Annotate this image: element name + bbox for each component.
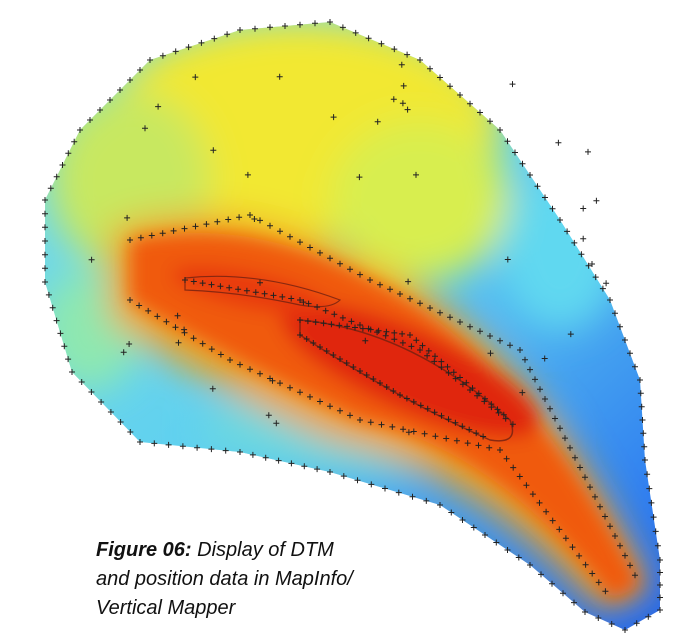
figure-label: Figure 06: <box>96 539 192 561</box>
caption: Figure 06: Display of DTM and position d… <box>96 539 355 619</box>
caption-text: Display of DTM <box>197 539 334 561</box>
caption-line: and position data in MapInfo/ <box>96 568 355 590</box>
figure: Figure 06: Display of DTM and position d… <box>0 0 689 635</box>
caption-line: Vertical Mapper <box>96 597 237 619</box>
page: {"figure": {"label": "Figure 06:", "capt… <box>0 0 689 635</box>
caption-line: Figure 06: Display of DTM <box>96 539 334 561</box>
